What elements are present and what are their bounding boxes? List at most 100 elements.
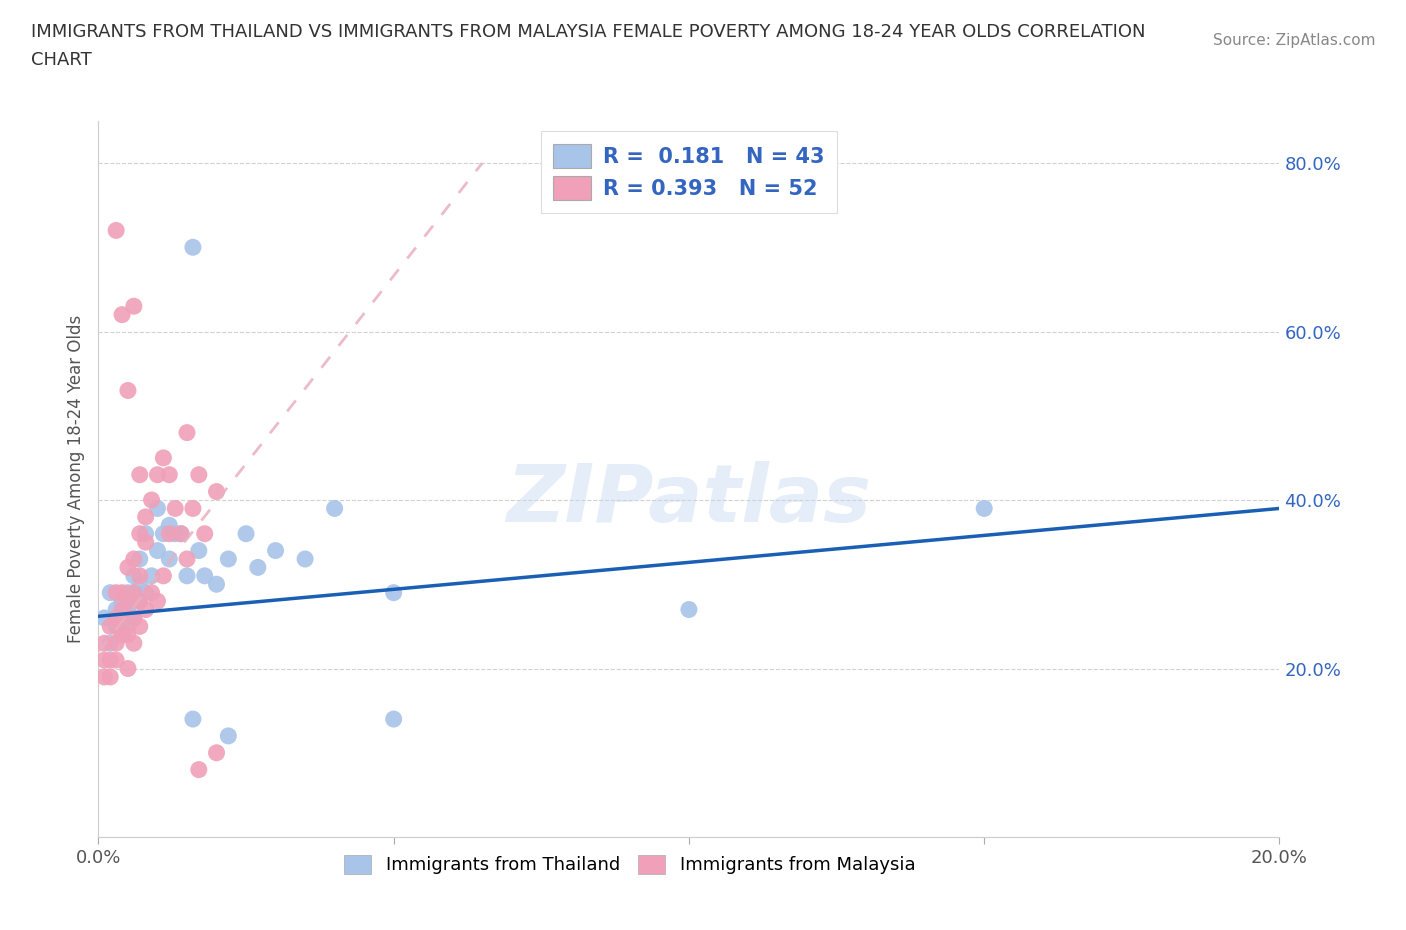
Point xyxy=(323,501,346,516)
Point xyxy=(294,551,316,566)
Point xyxy=(165,501,187,516)
Point xyxy=(98,636,121,651)
Point xyxy=(157,526,180,541)
Point xyxy=(128,619,150,634)
Point xyxy=(128,526,150,541)
Point xyxy=(246,560,269,575)
Point xyxy=(93,610,115,625)
Point xyxy=(187,543,209,558)
Point xyxy=(181,240,204,255)
Legend: Immigrants from Thailand, Immigrants from Malaysia: Immigrants from Thailand, Immigrants fro… xyxy=(337,848,922,882)
Point xyxy=(205,485,228,499)
Point xyxy=(146,467,169,482)
Point xyxy=(176,568,198,583)
Point xyxy=(141,568,163,583)
Point xyxy=(122,593,145,608)
Point xyxy=(111,593,134,608)
Point xyxy=(117,383,139,398)
Point xyxy=(128,593,150,608)
Point xyxy=(128,568,150,583)
Point xyxy=(105,610,128,625)
Point xyxy=(170,526,193,541)
Point xyxy=(217,551,239,566)
Point xyxy=(122,551,145,566)
Point xyxy=(117,628,139,643)
Point xyxy=(217,728,239,743)
Point xyxy=(146,501,169,516)
Point xyxy=(194,526,217,541)
Point xyxy=(128,577,150,591)
Point xyxy=(111,628,134,643)
Point xyxy=(176,551,198,566)
Point xyxy=(135,510,157,525)
Point xyxy=(165,526,187,541)
Point xyxy=(105,653,128,668)
Point xyxy=(122,585,145,600)
Point xyxy=(205,577,228,591)
Point xyxy=(105,602,128,617)
Point xyxy=(117,619,139,634)
Point xyxy=(187,763,209,777)
Point xyxy=(98,585,121,600)
Point xyxy=(122,610,145,625)
Point xyxy=(98,619,121,634)
Point xyxy=(111,307,134,322)
Point xyxy=(973,501,995,516)
Text: Source: ZipAtlas.com: Source: ZipAtlas.com xyxy=(1212,33,1375,47)
Point xyxy=(157,467,180,482)
Point xyxy=(152,568,174,583)
Point xyxy=(382,585,405,600)
Point xyxy=(135,535,157,550)
Point xyxy=(105,585,128,600)
Point xyxy=(93,653,115,668)
Text: CHART: CHART xyxy=(31,51,91,69)
Point xyxy=(111,628,134,643)
Point xyxy=(117,602,139,617)
Point xyxy=(157,551,180,566)
Point xyxy=(135,585,157,600)
Point xyxy=(117,593,139,608)
Point xyxy=(105,619,128,634)
Point xyxy=(111,602,134,617)
Point xyxy=(105,223,128,238)
Point xyxy=(157,518,180,533)
Point xyxy=(117,560,139,575)
Y-axis label: Female Poverty Among 18-24 Year Olds: Female Poverty Among 18-24 Year Olds xyxy=(66,315,84,643)
Point xyxy=(122,610,145,625)
Point xyxy=(122,299,145,313)
Point xyxy=(93,670,115,684)
Point xyxy=(678,602,700,617)
Point xyxy=(187,467,209,482)
Point xyxy=(146,593,169,608)
Point xyxy=(111,619,134,634)
Point xyxy=(382,711,405,726)
Point xyxy=(122,636,145,651)
Point xyxy=(117,585,139,600)
Point xyxy=(181,501,204,516)
Point xyxy=(117,661,139,676)
Text: IMMIGRANTS FROM THAILAND VS IMMIGRANTS FROM MALAYSIA FEMALE POVERTY AMONG 18-24 : IMMIGRANTS FROM THAILAND VS IMMIGRANTS F… xyxy=(31,23,1146,41)
Point xyxy=(122,568,145,583)
Point xyxy=(264,543,287,558)
Point xyxy=(152,450,174,465)
Point xyxy=(93,636,115,651)
Point xyxy=(146,543,169,558)
Point xyxy=(141,493,163,508)
Point xyxy=(194,568,217,583)
Point xyxy=(128,551,150,566)
Point xyxy=(128,593,150,608)
Point xyxy=(111,585,134,600)
Point xyxy=(152,526,174,541)
Point xyxy=(128,467,150,482)
Text: ZIPatlas: ZIPatlas xyxy=(506,461,872,539)
Point xyxy=(98,653,121,668)
Point xyxy=(135,602,157,617)
Point xyxy=(141,585,163,600)
Point xyxy=(105,636,128,651)
Point xyxy=(205,745,228,760)
Point xyxy=(176,425,198,440)
Point xyxy=(170,526,193,541)
Point xyxy=(135,526,157,541)
Point xyxy=(235,526,257,541)
Point xyxy=(181,711,204,726)
